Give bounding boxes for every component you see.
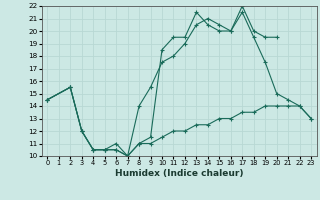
X-axis label: Humidex (Indice chaleur): Humidex (Indice chaleur): [115, 169, 244, 178]
